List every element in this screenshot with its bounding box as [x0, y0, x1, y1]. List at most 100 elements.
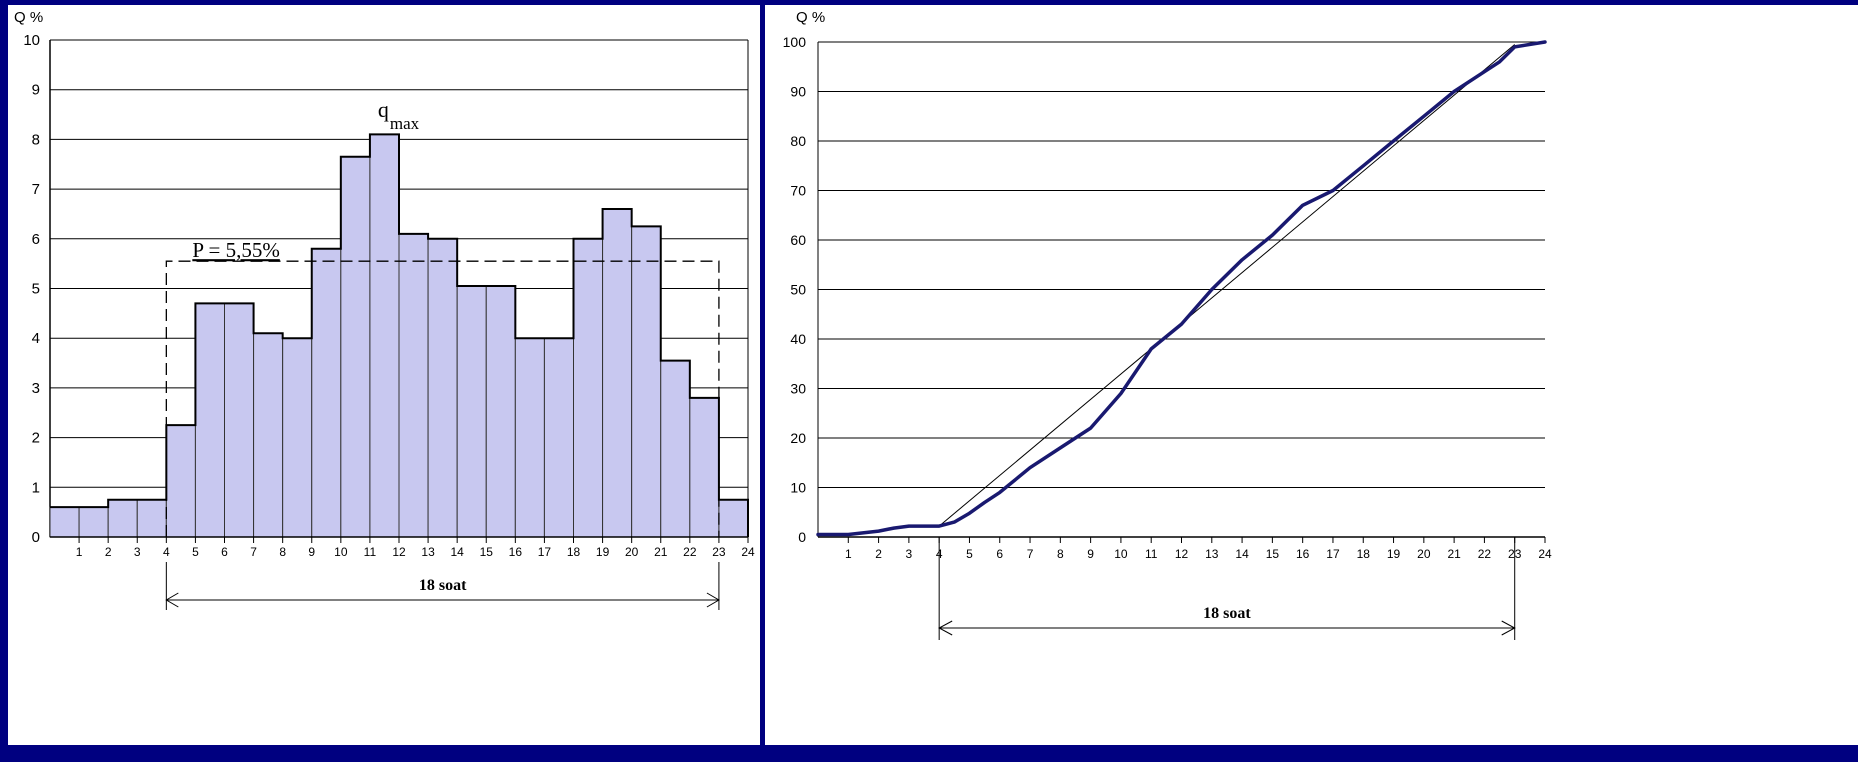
x-tick-label: 19 — [1387, 547, 1401, 561]
x-tick-label: 16 — [509, 545, 523, 559]
span-arrowhead-left — [938, 620, 953, 636]
x-tick-label: 3 — [906, 547, 913, 561]
span-arrowhead-right — [1501, 620, 1516, 636]
y-tick-label: 20 — [790, 430, 806, 446]
y-tick-label: 9 — [32, 82, 40, 99]
x-tick-label: 21 — [1447, 547, 1461, 561]
y-tick-label: 90 — [790, 84, 806, 100]
average-label: P = 5,55% — [192, 238, 279, 262]
x-tick-label: 22 — [1478, 547, 1492, 561]
bar — [456, 285, 487, 538]
x-tick-label: 5 — [192, 545, 199, 559]
x-tick-label: 7 — [1027, 547, 1034, 561]
bar — [340, 156, 371, 538]
y-tick-label: 4 — [32, 330, 40, 347]
bar — [224, 302, 255, 538]
x-tick-label: 7 — [250, 545, 257, 559]
y-tick-label: 10 — [790, 480, 806, 496]
bar — [398, 233, 429, 538]
x-tick-label: 8 — [1057, 547, 1064, 561]
y-tick-label: 1 — [32, 479, 40, 496]
bar — [369, 133, 400, 538]
bar — [311, 248, 342, 538]
x-tick-label: 19 — [596, 545, 610, 559]
bar — [573, 238, 604, 538]
bar — [631, 225, 662, 538]
series-line-cumulative — [816, 40, 1547, 537]
x-tick-label: 18 — [567, 545, 581, 559]
average-line — [165, 260, 720, 537]
x-tick-label: 22 — [683, 545, 697, 559]
bar-outline — [50, 133, 749, 537]
y-tick-label: 100 — [783, 34, 807, 50]
x-tick-label: 2 — [105, 545, 112, 559]
x-tick-label: 18 — [1357, 547, 1371, 561]
x-tick-label: 17 — [538, 545, 552, 559]
y-tick-label: 0 — [32, 529, 40, 546]
x-tick-label: 13 — [1205, 547, 1219, 561]
bar — [514, 337, 545, 538]
span-label: 18 soat — [419, 577, 467, 594]
y-tick-label: 3 — [32, 380, 40, 397]
y-tick-label: 70 — [790, 183, 806, 199]
x-tick-label: 11 — [1145, 547, 1158, 561]
peak-label-sub: max — [390, 114, 420, 133]
x-tick-label: 20 — [1417, 547, 1431, 561]
y-tick-label: 6 — [32, 231, 40, 248]
x-tick-label: 5 — [966, 547, 973, 561]
x-tick-label: 1 — [76, 545, 83, 559]
x-tick-label: 10 — [334, 545, 348, 559]
bar — [49, 506, 80, 538]
x-tick-label: 11 — [364, 545, 377, 559]
x-tick-label: 24 — [1538, 547, 1552, 561]
bar — [718, 499, 749, 538]
bar — [485, 285, 516, 538]
right-chart-panel — [765, 5, 1858, 745]
x-tick-label: 2 — [875, 547, 882, 561]
y-axis-label: Q % — [796, 9, 825, 26]
y-tick-label: 50 — [790, 282, 806, 298]
bar — [689, 397, 720, 538]
x-tick-label: 10 — [1114, 547, 1128, 561]
y-tick-label: 0 — [798, 529, 806, 545]
bar — [543, 337, 575, 538]
x-tick-label: 6 — [996, 547, 1003, 561]
bar — [253, 332, 284, 538]
bar — [660, 360, 691, 538]
x-tick-label: 9 — [308, 545, 315, 559]
span-arrowhead-left — [165, 592, 179, 608]
x-tick-label: 21 — [654, 545, 668, 559]
y-tick-label: 10 — [23, 32, 40, 49]
y-tick-label: 5 — [32, 281, 40, 298]
bar — [602, 208, 633, 538]
x-tick-label: 9 — [1087, 547, 1094, 561]
span-arrowhead-right — [706, 592, 720, 608]
peak-label: q — [378, 97, 389, 122]
x-tick-label: 3 — [134, 545, 141, 559]
x-tick-label: 15 — [480, 545, 494, 559]
x-tick-label: 24 — [741, 545, 755, 559]
y-tick-label: 7 — [32, 181, 40, 198]
x-tick-label: 14 — [450, 545, 464, 559]
x-tick-label: 12 — [392, 545, 406, 559]
span-label: 18 soat — [1203, 605, 1251, 622]
bar — [136, 499, 167, 538]
y-tick-label: 30 — [790, 381, 806, 397]
x-tick-label: 12 — [1175, 547, 1189, 561]
y-tick-label: 60 — [790, 232, 806, 248]
y-tick-label: 2 — [32, 430, 40, 447]
x-tick-label: 6 — [221, 545, 228, 559]
series-line-uniform — [938, 44, 1516, 527]
bar — [107, 499, 138, 538]
x-tick-label: 16 — [1296, 547, 1310, 561]
x-tick-label: 8 — [279, 545, 286, 559]
bar — [427, 238, 458, 538]
x-tick-label: 15 — [1266, 547, 1280, 561]
bar — [78, 506, 109, 538]
y-tick-label: 80 — [790, 133, 806, 149]
x-tick-label: 20 — [625, 545, 639, 559]
y-tick-label: 8 — [32, 131, 40, 148]
